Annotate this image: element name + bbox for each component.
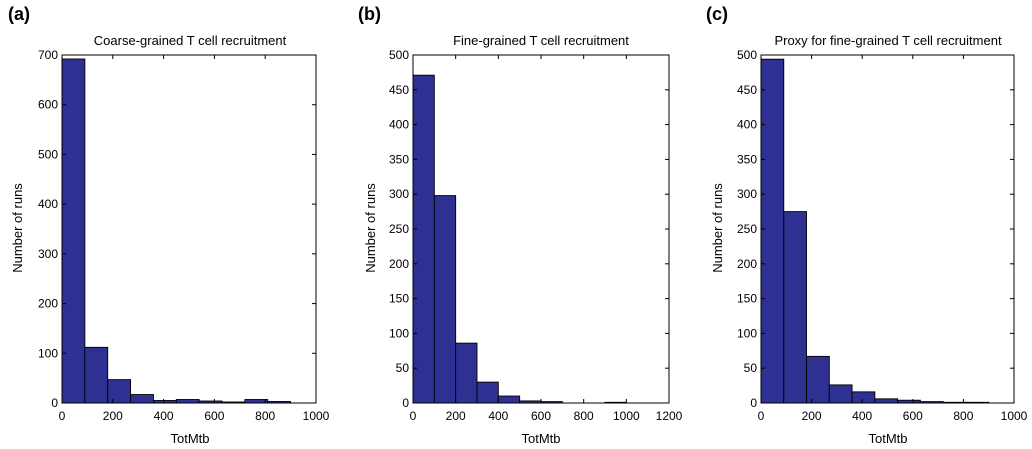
panel-a-xtick-label: 200 <box>103 409 123 423</box>
panel-c-ytick-label: 0 <box>750 396 757 410</box>
panel-c-ytick-label: 250 <box>737 222 757 236</box>
panel-b-ytick-label: 50 <box>396 361 410 375</box>
panel-c-ytick-label: 350 <box>737 152 757 166</box>
panel-b-ytick-label: 100 <box>389 326 409 340</box>
panel-a-xtick-label: 600 <box>204 409 224 423</box>
panel-b-ytick-label: 300 <box>389 187 409 201</box>
panel-a-ytick-label: 100 <box>38 346 58 360</box>
panel-a-bar <box>61 58 86 404</box>
panel-c-ytick-label: 450 <box>737 83 757 97</box>
panel-a-ytick-label: 300 <box>38 247 58 261</box>
panel-a-ytick-label: 600 <box>38 98 58 112</box>
panel-c-bar <box>783 211 807 404</box>
panel-b-ytick-label: 250 <box>389 222 409 236</box>
panel-a-bar <box>84 346 109 404</box>
panel-b-bar <box>455 342 478 404</box>
panel-a-ytick-label: 400 <box>38 197 58 211</box>
panel-b-xtick-label: 600 <box>531 409 551 423</box>
panel-c-plot: 0 50 100 150 200 250 300 350 400 450 500 0 200 400 600… <box>737 48 1028 423</box>
panel-c-bar <box>828 384 853 404</box>
panel-c-xtick-label: 600 <box>903 409 923 423</box>
panel-c-letter: (c) <box>706 4 728 24</box>
panel-a: (a) Coarse-grained T cell recruitment 0 1… <box>8 4 330 446</box>
panel-b-xtick-label: 1200 <box>656 409 683 423</box>
panel-c-ytick-label: 50 <box>744 361 758 375</box>
panel-c-ytick-label: 400 <box>737 118 757 132</box>
panel-b-title: Fine-grained T cell recruitment <box>453 33 629 48</box>
panel-c-xtick-label: 1000 <box>1001 409 1028 423</box>
panel-c-ytick-label: 200 <box>737 257 757 271</box>
panel-c-xtick-label: 200 <box>802 409 822 423</box>
panel-b-ytick-label: 400 <box>389 118 409 132</box>
panel-b-bar <box>497 395 521 404</box>
panel-b-bar <box>433 195 457 404</box>
panel-c-bar <box>806 355 830 404</box>
panel-c-ytick-label: 300 <box>737 187 757 201</box>
panel-b-xtick-label: 200 <box>446 409 466 423</box>
panel-a-ylabel: Number of runs <box>10 183 25 273</box>
panel-a-bar <box>175 399 200 404</box>
panel-a-xtick-label: 0 <box>59 409 66 423</box>
panel-c-xlabel: TotMtb <box>868 431 907 446</box>
panel-b-ytick-label: 500 <box>389 48 409 62</box>
panel-c-bar <box>851 391 876 404</box>
panel-b-bar <box>476 381 499 404</box>
panel-a-xtick-label: 800 <box>255 409 275 423</box>
panel-a-axes-box <box>61 54 317 404</box>
panel-c-xtick-label: 800 <box>953 409 973 423</box>
panel-a-letter: (a) <box>8 4 30 24</box>
panel-c-ytick-label: 100 <box>737 326 757 340</box>
panel-a-bar <box>244 399 269 404</box>
panel-c: (c) Proxy for fine-grained T cell recrui… <box>706 4 1028 446</box>
panel-b-ytick-label: 150 <box>389 292 409 306</box>
panel-c-bar <box>874 398 899 404</box>
panel-b-xtick-label: 800 <box>574 409 594 423</box>
panel-b-xtick-label: 0 <box>410 409 417 423</box>
panel-b-ytick-label: 450 <box>389 83 409 97</box>
panel-b-ylabel: Number of runs <box>363 183 378 273</box>
panel-b-ytick-label: 0 <box>402 396 409 410</box>
panel-b-xtick-label: 400 <box>488 409 508 423</box>
panel-a-ytick-label: 700 <box>38 48 58 62</box>
panel-c-xtick-label: 400 <box>852 409 872 423</box>
panel-b-letter: (b) <box>358 4 381 24</box>
panel-c-bar <box>760 58 785 404</box>
panel-b-ytick-label: 350 <box>389 152 409 166</box>
panel-c-title: Proxy for fine-grained T cell recruitmen… <box>774 33 1002 48</box>
panel-a-title: Coarse-grained T cell recruitment <box>94 33 287 48</box>
panel-c-ytick-label: 500 <box>737 48 757 62</box>
panel-b: (b) Fine-grained T cell recruitment 0 50 1… <box>358 4 683 446</box>
panel-a-bar <box>130 394 154 404</box>
panel-a-xtick-label: 400 <box>154 409 174 423</box>
panel-b-ytick-label: 200 <box>389 257 409 271</box>
panel-a-ytick-label: 0 <box>51 396 58 410</box>
panel-a-bar <box>107 379 132 404</box>
panel-b-xlabel: TotMtb <box>521 431 560 446</box>
panel-b-xtick-label: 1000 <box>613 409 640 423</box>
panel-a-xlabel: TotMtb <box>170 431 209 446</box>
panel-a-ytick-label: 200 <box>38 297 58 311</box>
panel-a-plot: 0 100 200 300 400 500 600 700 0 200 400 600 800 1000 <box>38 48 330 423</box>
panel-a-ytick-label: 500 <box>38 147 58 161</box>
panel-a-xtick-label: 1000 <box>303 409 330 423</box>
panel-c-xtick-label: 0 <box>758 409 765 423</box>
panel-b-plot: 0 50 100 150 200 250 300 350 400 450 500 0 200 400 600… <box>389 48 683 423</box>
panel-c-ytick-label: 150 <box>737 292 757 306</box>
panel-c-ylabel: Number of runs <box>710 183 725 273</box>
